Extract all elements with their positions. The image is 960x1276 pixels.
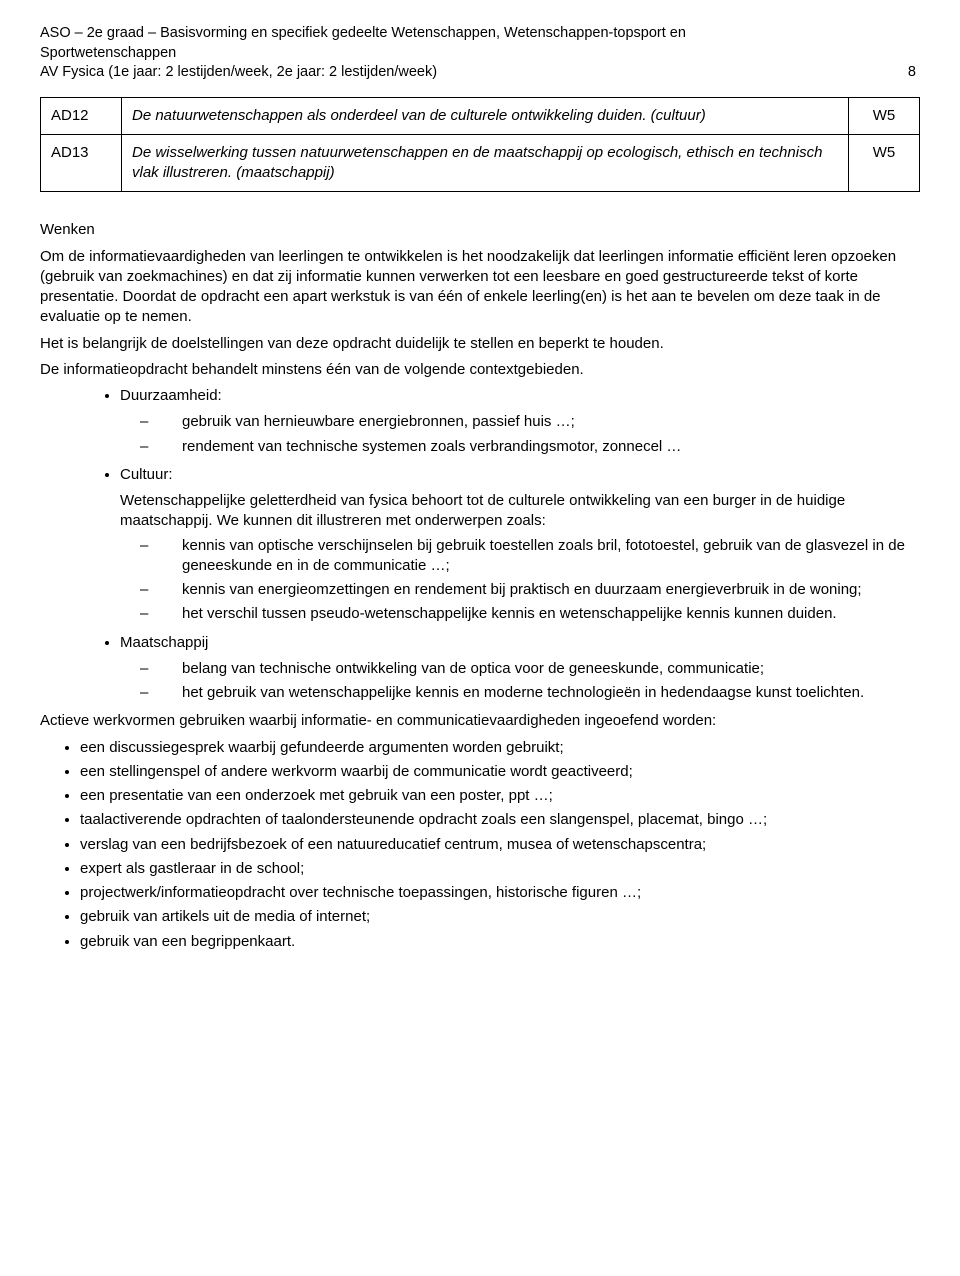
page-header: ASO – 2e graad – Basisvorming en specifi…	[40, 24, 920, 83]
context-subitem: gebruik van hernieuwbare energiebronnen,…	[140, 412, 920, 432]
context-item: Duurzaamheid:	[120, 386, 920, 406]
row-tag: W5	[849, 97, 920, 134]
context-subitem: kennis van optische verschijnselen bij g…	[140, 536, 920, 577]
context-subitem: het verschil tussen pseudo-wetenschappel…	[140, 604, 920, 624]
row-code: AD13	[41, 134, 122, 192]
context-sublist: kennis van optische verschijnselen bij g…	[40, 536, 920, 625]
actieve-list: een discussiegesprek waarbij gefundeerde…	[40, 738, 920, 952]
actieve-item: expert als gastleraar in de school;	[80, 859, 920, 879]
header-line-1: ASO – 2e graad – Basisvorming en specifi…	[40, 24, 686, 44]
table-row: AD13 De wisselwerking tussen natuurweten…	[41, 134, 920, 192]
context-sublist: gebruik van hernieuwbare energiebronnen,…	[40, 412, 920, 457]
header-line-3: AV Fysica (1e jaar: 2 lestijden/week, 2e…	[40, 63, 686, 83]
wenken-paragraph: Het is belangrijk de doelstellingen van …	[40, 334, 920, 354]
context-item: Maatschappij	[120, 633, 920, 653]
actieve-item: een discussiegesprek waarbij gefundeerde…	[80, 738, 920, 758]
context-intro: Wetenschappelijke geletterdheid van fysi…	[120, 491, 920, 532]
wenken-paragraph: De informatieopdracht behandelt minstens…	[40, 360, 920, 380]
context-title: Duurzaamheid:	[120, 387, 222, 404]
actieve-item: een stellingenspel of andere werkvorm wa…	[80, 762, 920, 782]
actieve-item: taalactiverende opdrachten of taalonders…	[80, 810, 920, 830]
context-title: Cultuur:	[120, 466, 173, 483]
page-number: 8	[908, 63, 920, 83]
context-list: Duurzaamheid:	[40, 386, 920, 406]
row-text: De wisselwerking tussen natuurwetenschap…	[122, 134, 849, 192]
wenken-heading: Wenken	[40, 220, 920, 240]
context-item: Cultuur:	[120, 465, 920, 485]
context-list: Cultuur:	[40, 465, 920, 485]
actieve-item: projectwerk/informatieopdracht over tech…	[80, 883, 920, 903]
row-text: De natuurwetenschappen als onderdeel van…	[122, 97, 849, 134]
actieve-intro: Actieve werkvormen gebruiken waarbij inf…	[40, 711, 920, 731]
actieve-item: een presentatie van een onderzoek met ge…	[80, 786, 920, 806]
actieve-item: gebruik van artikels uit de media of int…	[80, 907, 920, 927]
context-subitem: het gebruik van wetenschappelijke kennis…	[140, 683, 920, 703]
context-list: Maatschappij	[40, 633, 920, 653]
actieve-item: verslag van een bedrijfsbezoek of een na…	[80, 835, 920, 855]
header-text: ASO – 2e graad – Basisvorming en specifi…	[40, 24, 686, 83]
context-title: Maatschappij	[120, 634, 208, 651]
wenken-paragraph: Om de informatievaardigheden van leerlin…	[40, 247, 920, 328]
row-code: AD12	[41, 97, 122, 134]
actieve-item: gebruik van een begrippenkaart.	[80, 932, 920, 952]
header-line-2: Sportwetenschappen	[40, 44, 686, 64]
objectives-table: AD12 De natuurwetenschappen als onderdee…	[40, 97, 920, 193]
table-row: AD12 De natuurwetenschappen als onderdee…	[41, 97, 920, 134]
page: ASO – 2e graad – Basisvorming en specifi…	[0, 0, 960, 996]
context-subitem: rendement van technische systemen zoals …	[140, 437, 920, 457]
context-subitem: kennis van energieomzettingen en rendeme…	[140, 580, 920, 600]
context-subitem: belang van technische ontwikkeling van d…	[140, 659, 920, 679]
row-tag: W5	[849, 134, 920, 192]
context-sublist: belang van technische ontwikkeling van d…	[40, 659, 920, 704]
